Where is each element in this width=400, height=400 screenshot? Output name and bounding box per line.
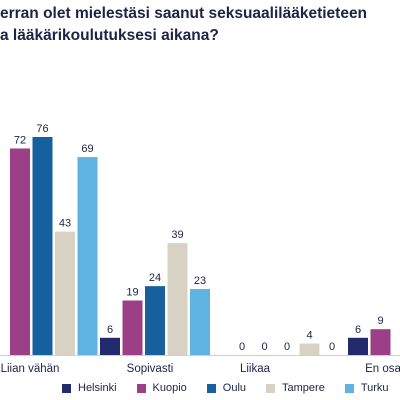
bar-en-osa-helsinki [348,337,368,355]
bar-sopivasti-kuopio [122,300,143,355]
data-label-liikaa-turku: 0 [329,341,335,353]
bar-liian-v-h-n-kuopio [10,148,30,355]
legend-swatch-tampere [266,383,276,393]
category-label-sopivasti: Sopivasti [127,363,174,375]
bar-en-osa-kuopio [370,329,391,355]
data-label-en-osa-helsinki: 6 [355,324,361,336]
legend-label-oulu: Oulu [222,382,247,394]
bar-liian-v-h-n-tampere [55,231,75,355]
legend-swatch-kuopio [136,383,146,393]
data-label-liikaa-kuopio: 0 [261,341,267,353]
data-label-sopivasti-turku: 23 [194,275,206,287]
bar-liian-v-h-n-turku [77,157,98,355]
bar-sopivasti-helsinki [100,337,120,355]
data-label-liian-v-h-n-tampere: 43 [59,218,71,230]
legend-label-tampere: Tampere [282,382,325,394]
bar-sopivasti-turku [190,289,210,355]
legend-label-kuopio: Kuopio [152,382,187,394]
legend-label-helsinki: Helsinki [78,382,117,394]
chart-legend: Helsinki Kuopio Oulu Tampere Turku [62,382,400,394]
legend-item-kuopio: Kuopio [136,382,187,394]
legend-label-turku: Turku [360,382,389,394]
data-label-liian-v-h-n-turku: 69 [81,143,93,155]
bar-liikaa-tampere [299,343,320,355]
bar-sopivasti-oulu [145,286,165,355]
legend-swatch-oulu [206,383,216,393]
data-label-sopivasti-kuopio: 19 [126,287,138,299]
data-label-liikaa-tampere: 4 [306,330,312,342]
data-label-liikaa-oulu: 0 [284,341,290,353]
data-label-liian-v-h-n-kuopio: 72 [14,134,26,146]
category-label-liikaa: Liikaa [240,363,271,375]
bar-sopivasti-tampere [167,243,188,355]
legend-item-tampere: Tampere [266,382,325,394]
data-label-sopivasti-tampere: 39 [171,229,183,241]
bar-liian-v-h-n-oulu [32,137,53,355]
category-label-en-osa: En osa [365,363,400,375]
legend-item-helsinki: Helsinki [62,382,117,394]
data-label-liikaa-helsinki: 0 [239,341,245,353]
chart-title: erran olet mielestäsi saanut seksuaalilä… [0,3,400,47]
legend-swatch-turku [344,383,354,393]
data-label-sopivasti-helsinki: 6 [107,324,113,336]
data-label-sopivasti-oulu: 24 [149,272,161,284]
data-label-liian-v-h-n-oulu: 76 [36,123,48,135]
chart-title-line-2: a lääkärikoulutuksesi aikana? [0,27,219,44]
category-label-liian-v-h-n: Liian vähän [1,363,60,375]
legend-item-turku: Turku [344,382,389,394]
chart-title-line-1: erran olet mielestäsi saanut seksuaalilä… [0,5,368,22]
legend-item-oulu: Oulu [206,382,247,394]
data-label-en-osa-kuopio: 9 [377,315,383,327]
legend-swatch-helsinki [62,383,71,393]
